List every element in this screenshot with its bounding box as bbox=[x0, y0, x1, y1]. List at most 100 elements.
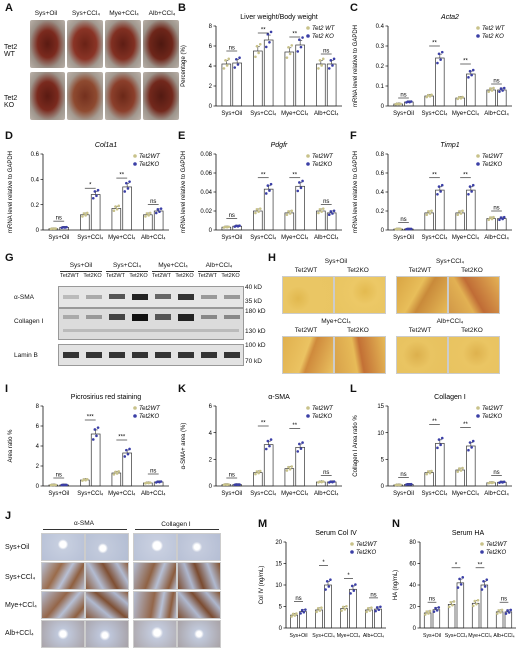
data-point bbox=[293, 614, 297, 617]
y-axis-label: Percentage (%) bbox=[181, 45, 187, 87]
data-point bbox=[96, 426, 100, 429]
data-point bbox=[468, 185, 472, 188]
data-point bbox=[375, 606, 379, 609]
data-point bbox=[112, 209, 116, 213]
y-tick-label: 0 bbox=[381, 484, 385, 490]
x-tick-label: Mye+CCl₄ bbox=[452, 235, 480, 241]
legend-marker bbox=[306, 34, 310, 38]
x-tick-label: Mye+CCl₄ bbox=[468, 633, 492, 639]
legend-marker bbox=[476, 34, 480, 38]
panel-label-f: F bbox=[350, 130, 357, 142]
legend-marker bbox=[476, 406, 480, 410]
bar bbox=[466, 445, 476, 487]
data-point bbox=[301, 441, 304, 444]
data-point bbox=[368, 609, 372, 612]
data-point bbox=[114, 205, 117, 208]
tissue-image bbox=[396, 336, 448, 374]
x-tick-label: Sys+CCl₄ bbox=[422, 111, 449, 117]
liver-photo bbox=[30, 20, 65, 68]
panel-label-d: D bbox=[5, 130, 13, 142]
data-point bbox=[82, 212, 86, 215]
y-tick-label: 0.1 bbox=[376, 84, 385, 90]
data-point bbox=[224, 59, 227, 62]
legend-label: Tet2WT bbox=[486, 542, 508, 548]
data-point bbox=[290, 209, 294, 213]
data-point bbox=[459, 212, 463, 215]
bar bbox=[122, 186, 132, 231]
data-point bbox=[425, 472, 429, 476]
data-point bbox=[235, 57, 238, 61]
y-tick-label: 0 bbox=[413, 626, 417, 632]
legend-marker bbox=[133, 406, 137, 410]
bar bbox=[263, 444, 274, 487]
legend-label: Tet2 WT bbox=[312, 26, 336, 32]
y-tick-label: 0.04 bbox=[200, 190, 212, 196]
significance-label: *** bbox=[118, 435, 126, 441]
bar bbox=[324, 584, 332, 629]
data-point bbox=[470, 73, 473, 77]
significance-label: ** bbox=[478, 562, 483, 568]
x-tick-label: Sys+Oil bbox=[393, 491, 414, 497]
data-point bbox=[156, 208, 160, 211]
x-tick-label: Sys+CCl₄ bbox=[422, 235, 449, 241]
legend-label: Tet2 KO bbox=[312, 34, 334, 40]
legend-marker bbox=[306, 154, 310, 158]
row-label-ko: Tet2 KO bbox=[4, 95, 18, 109]
x-tick-label: Mye+CCl₄ bbox=[281, 491, 309, 497]
data-point bbox=[148, 481, 152, 484]
significance-label: * bbox=[455, 562, 458, 568]
data-point bbox=[428, 471, 432, 475]
data-point bbox=[299, 45, 303, 49]
data-point bbox=[428, 609, 432, 613]
y-axis-label: Col IV (ng/mL) bbox=[259, 566, 265, 605]
data-point bbox=[500, 608, 504, 612]
data-point bbox=[290, 465, 294, 468]
significance-label: ** bbox=[463, 172, 468, 178]
data-point bbox=[490, 89, 494, 92]
data-point bbox=[266, 32, 270, 36]
data-point bbox=[456, 470, 460, 473]
y-tick-label: 0.8 bbox=[376, 152, 385, 158]
x-tick-label: Alb+CCl₄ bbox=[484, 491, 509, 497]
data-point bbox=[487, 218, 491, 222]
y-tick-label: 5 bbox=[279, 605, 283, 611]
data-point bbox=[436, 61, 439, 65]
bar bbox=[349, 588, 357, 629]
data-point bbox=[285, 56, 289, 59]
data-point bbox=[467, 192, 470, 196]
data-point bbox=[456, 213, 460, 216]
panel-label-g: G bbox=[5, 252, 14, 264]
significance-label: ns bbox=[501, 597, 507, 603]
significance-label: ns bbox=[229, 473, 235, 479]
data-point bbox=[302, 610, 306, 614]
data-point bbox=[316, 607, 320, 610]
data-point bbox=[258, 42, 262, 46]
data-point bbox=[409, 227, 413, 231]
data-point bbox=[320, 606, 323, 610]
bar bbox=[456, 582, 465, 629]
data-point bbox=[125, 181, 128, 185]
significance-label: ns bbox=[493, 470, 499, 476]
bar bbox=[435, 189, 445, 231]
data-point bbox=[458, 577, 461, 581]
x-tick-label: Mye+CCl₄ bbox=[452, 111, 480, 117]
data-point bbox=[115, 472, 119, 475]
blot-genotype-label: Tet2WT bbox=[198, 273, 217, 279]
data-point bbox=[504, 612, 508, 615]
h-genotype-label: Tet2KO bbox=[461, 327, 483, 334]
data-point bbox=[290, 44, 294, 47]
x-tick-label: Sys+Oil bbox=[48, 491, 69, 497]
blot-genotype-label: Tet2WT bbox=[106, 273, 125, 279]
data-point bbox=[258, 207, 262, 210]
data-point bbox=[238, 224, 241, 228]
blot-group-label: Mye+CCl₄ bbox=[158, 262, 188, 269]
data-point bbox=[95, 434, 98, 438]
blot-genotype-label: Tet2KO bbox=[221, 273, 240, 279]
data-point bbox=[128, 447, 131, 451]
y-tick-label: 5 bbox=[381, 458, 385, 464]
data-point bbox=[489, 87, 492, 90]
j-row-label: Alb+CCl₄ bbox=[5, 630, 34, 637]
data-point bbox=[296, 189, 300, 193]
data-point bbox=[332, 209, 336, 213]
h-genotype-label: Tet2KO bbox=[347, 267, 369, 274]
